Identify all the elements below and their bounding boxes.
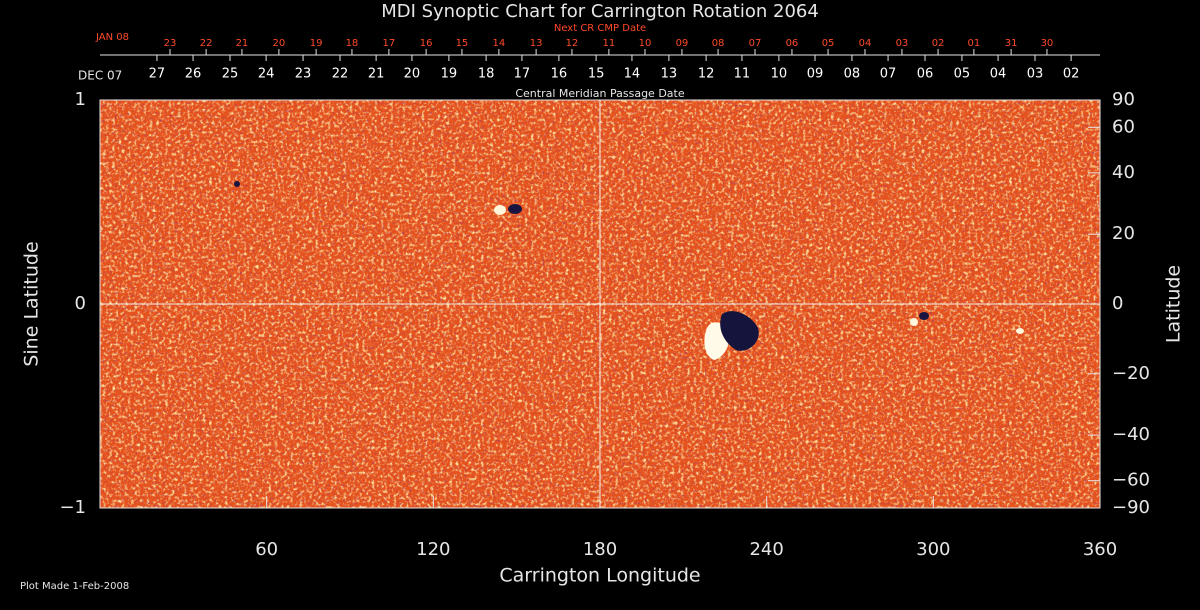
date-label: 01: [968, 38, 981, 49]
date-label: 14: [624, 67, 641, 82]
date-label: 19: [310, 38, 323, 49]
y2-tick-label: −90: [1112, 497, 1150, 518]
date-label: 25: [222, 67, 239, 82]
date-label: 06: [786, 38, 799, 49]
date-label: 11: [734, 67, 751, 82]
date-label: 07: [880, 67, 897, 82]
y-tick-label: 1: [75, 89, 86, 110]
y2-tick-label: 60: [1112, 116, 1135, 137]
date-label: 22: [200, 38, 213, 49]
date-label: 10: [771, 67, 788, 82]
y2-tick-label: 20: [1112, 223, 1135, 244]
x-tick-label: 240: [749, 539, 783, 560]
y2-tick-label: 0: [1112, 293, 1123, 314]
date-label: 12: [566, 38, 579, 49]
date-label: 11: [603, 38, 616, 49]
date-label: 18: [346, 38, 359, 49]
y-axis-title: Sine Latitude: [21, 241, 43, 366]
date-label: 31: [1005, 38, 1018, 49]
date-label: 05: [822, 38, 835, 49]
y2-tick-label: 90: [1112, 89, 1135, 110]
date-label: 20: [273, 38, 286, 49]
footer-note: Plot Made 1-Feb-2008: [20, 581, 129, 592]
date-label: 30: [1041, 38, 1054, 49]
date-label: 21: [368, 67, 385, 82]
date-label: 17: [514, 67, 531, 82]
date-label: 15: [456, 38, 469, 49]
date-label: 16: [420, 38, 433, 49]
y2-tick-label: −20: [1112, 363, 1150, 384]
small-region-negative: [919, 312, 929, 320]
sunspot-negative: [720, 311, 759, 351]
date-label: 03: [1027, 67, 1044, 82]
date-label: 10: [639, 38, 652, 49]
date-label: 08: [844, 67, 861, 82]
date-label: 26: [185, 67, 202, 82]
y2-tick-label: −60: [1112, 470, 1150, 491]
date-label: 27: [149, 67, 166, 82]
y2-tick-label: −40: [1112, 424, 1150, 445]
small-region-negative: [508, 204, 522, 214]
date-label: 08: [712, 38, 725, 49]
date-label: 04: [990, 67, 1007, 82]
date-label: 17: [383, 38, 396, 49]
date-label: 12: [698, 67, 715, 82]
x-tick-label: 360: [1083, 539, 1117, 560]
date-label: 02: [932, 38, 945, 49]
date-label: 05: [954, 67, 971, 82]
y2-tick-label: 40: [1112, 162, 1135, 183]
date-label: 09: [807, 67, 824, 82]
x-axis-title: Carrington Longitude: [499, 565, 700, 587]
next-cmp-axis-title: Next CR CMP Date: [554, 23, 646, 34]
chart-title: MDI Synoptic Chart for Carrington Rotati…: [381, 1, 819, 22]
date-label: 21: [236, 38, 249, 49]
date-label: 22: [332, 67, 349, 82]
x-tick-label: 300: [916, 539, 950, 560]
date-label: 03: [896, 38, 909, 49]
small-region-positive: [910, 318, 918, 326]
cmp-month: DEC 07: [78, 69, 122, 83]
date-label: 23: [295, 67, 312, 82]
small-region-negative: [234, 181, 240, 187]
date-label: 15: [588, 67, 605, 82]
date-label: 14: [493, 38, 506, 49]
date-label: 04: [859, 38, 872, 49]
x-tick-label: 180: [583, 539, 617, 560]
date-label: 07: [749, 38, 762, 49]
date-label: 13: [530, 38, 543, 49]
next-cmp-month: JAN 08: [95, 32, 129, 43]
date-label: 06: [917, 67, 934, 82]
date-label: 20: [404, 67, 421, 82]
date-label: 19: [441, 67, 458, 82]
x-tick-label: 120: [416, 539, 450, 560]
date-label: 02: [1063, 67, 1080, 82]
x-tick-label: 60: [255, 539, 278, 560]
date-label: 09: [676, 38, 689, 49]
cmp-axis-title: Central Meridian Passage Date: [515, 87, 684, 100]
small-region-positive: [1016, 328, 1024, 334]
date-label: 13: [661, 67, 678, 82]
small-region-positive: [494, 205, 506, 215]
date-label: 16: [551, 67, 568, 82]
date-label: 24: [258, 67, 275, 82]
date-label: 23: [164, 38, 177, 49]
y2-axis-title: Latitude: [1163, 265, 1185, 343]
y-tick-label: 0: [75, 293, 86, 314]
date-label: 18: [478, 67, 495, 82]
y-tick-label: −1: [59, 497, 86, 518]
